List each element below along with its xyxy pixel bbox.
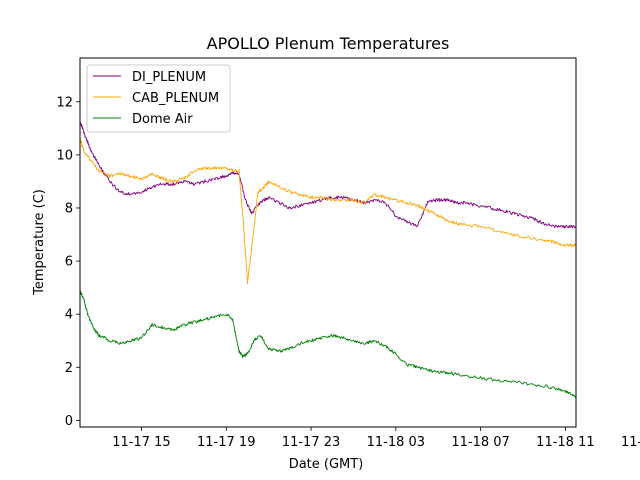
- y-tick-label: 4: [65, 308, 73, 323]
- legend-box: [86, 64, 231, 133]
- legend-label-dome-air: Dome Air: [132, 112, 193, 127]
- x-tick-label: 11-17 23: [282, 435, 340, 450]
- plot-frame: [79, 57, 577, 428]
- x-tick-label: 11-17 15: [112, 435, 170, 450]
- legend: DI_PLENUM CAB_PLENUM Dome Air: [86, 64, 231, 133]
- y-axis-label: Temperature (C): [32, 189, 47, 296]
- legend-label-cab-plenum: CAB_PLENUM: [132, 91, 219, 106]
- x-tick-label: 11-18 07: [451, 435, 509, 450]
- series-line-di-plenum: [79, 121, 577, 229]
- x-axis: 11-17 15 11-17 19 11-17 23 11-18 03 11-18 07…: [112, 427, 640, 450]
- y-tick-label: 10: [56, 148, 73, 163]
- x-tick-label: 11-18 11: [536, 435, 594, 450]
- legend-label-di-plenum: DI_PLENUM: [132, 70, 206, 85]
- y-tick-label: 6: [65, 255, 73, 270]
- y-axis: 0 2 4 6 8 10 12: [56, 95, 80, 429]
- y-tick-label: 8: [65, 201, 73, 216]
- chart-title: APOLLO Plenum Temperatures: [207, 34, 450, 53]
- y-tick-label: 2: [65, 361, 73, 376]
- x-tick-label: 11-17 19: [197, 435, 255, 450]
- series-layer: [79, 121, 577, 398]
- series-line-dome-air: [79, 290, 577, 398]
- x-axis-label: Date (GMT): [289, 457, 364, 472]
- series-line-cab-plenum: [79, 138, 577, 285]
- y-tick-label: 0: [65, 414, 73, 429]
- x-tick-label: 11-18 03: [367, 435, 425, 450]
- x-tick-label: 11-18 15: [621, 435, 640, 450]
- y-tick-label: 12: [56, 95, 73, 110]
